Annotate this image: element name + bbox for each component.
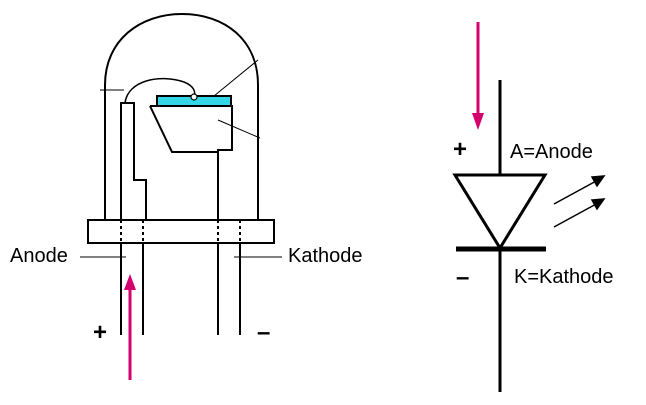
- bond-wire: [124, 77, 196, 104]
- symbol-minus-sign: –: [456, 264, 469, 291]
- anode-symbol-label: A=Anode: [510, 141, 593, 163]
- led-dome: [104, 12, 259, 220]
- bond-point: [190, 93, 198, 101]
- anode-post: [120, 102, 147, 220]
- current-arrow-left: [124, 274, 136, 380]
- led-plus-sign: +: [93, 319, 107, 346]
- diode-triangle: [452, 173, 548, 251]
- current-arrow-right: [472, 22, 484, 130]
- led-body: [87, 12, 275, 244]
- cathode-symbol-label: K=Kathode: [514, 266, 614, 288]
- anode-label: Anode: [10, 245, 68, 267]
- symbol-plus-sign: +: [453, 136, 467, 163]
- diode-symbol: [452, 80, 548, 392]
- led-flange: [87, 219, 275, 244]
- lead-dashes: [120, 220, 241, 243]
- emission-arrows: [553, 175, 606, 228]
- kathode-label: Kathode: [288, 245, 363, 267]
- led-leads: [120, 243, 241, 335]
- leader-lines: [100, 59, 261, 139]
- cathode-anvil: [149, 105, 233, 220]
- led-minus-sign: –: [257, 319, 270, 346]
